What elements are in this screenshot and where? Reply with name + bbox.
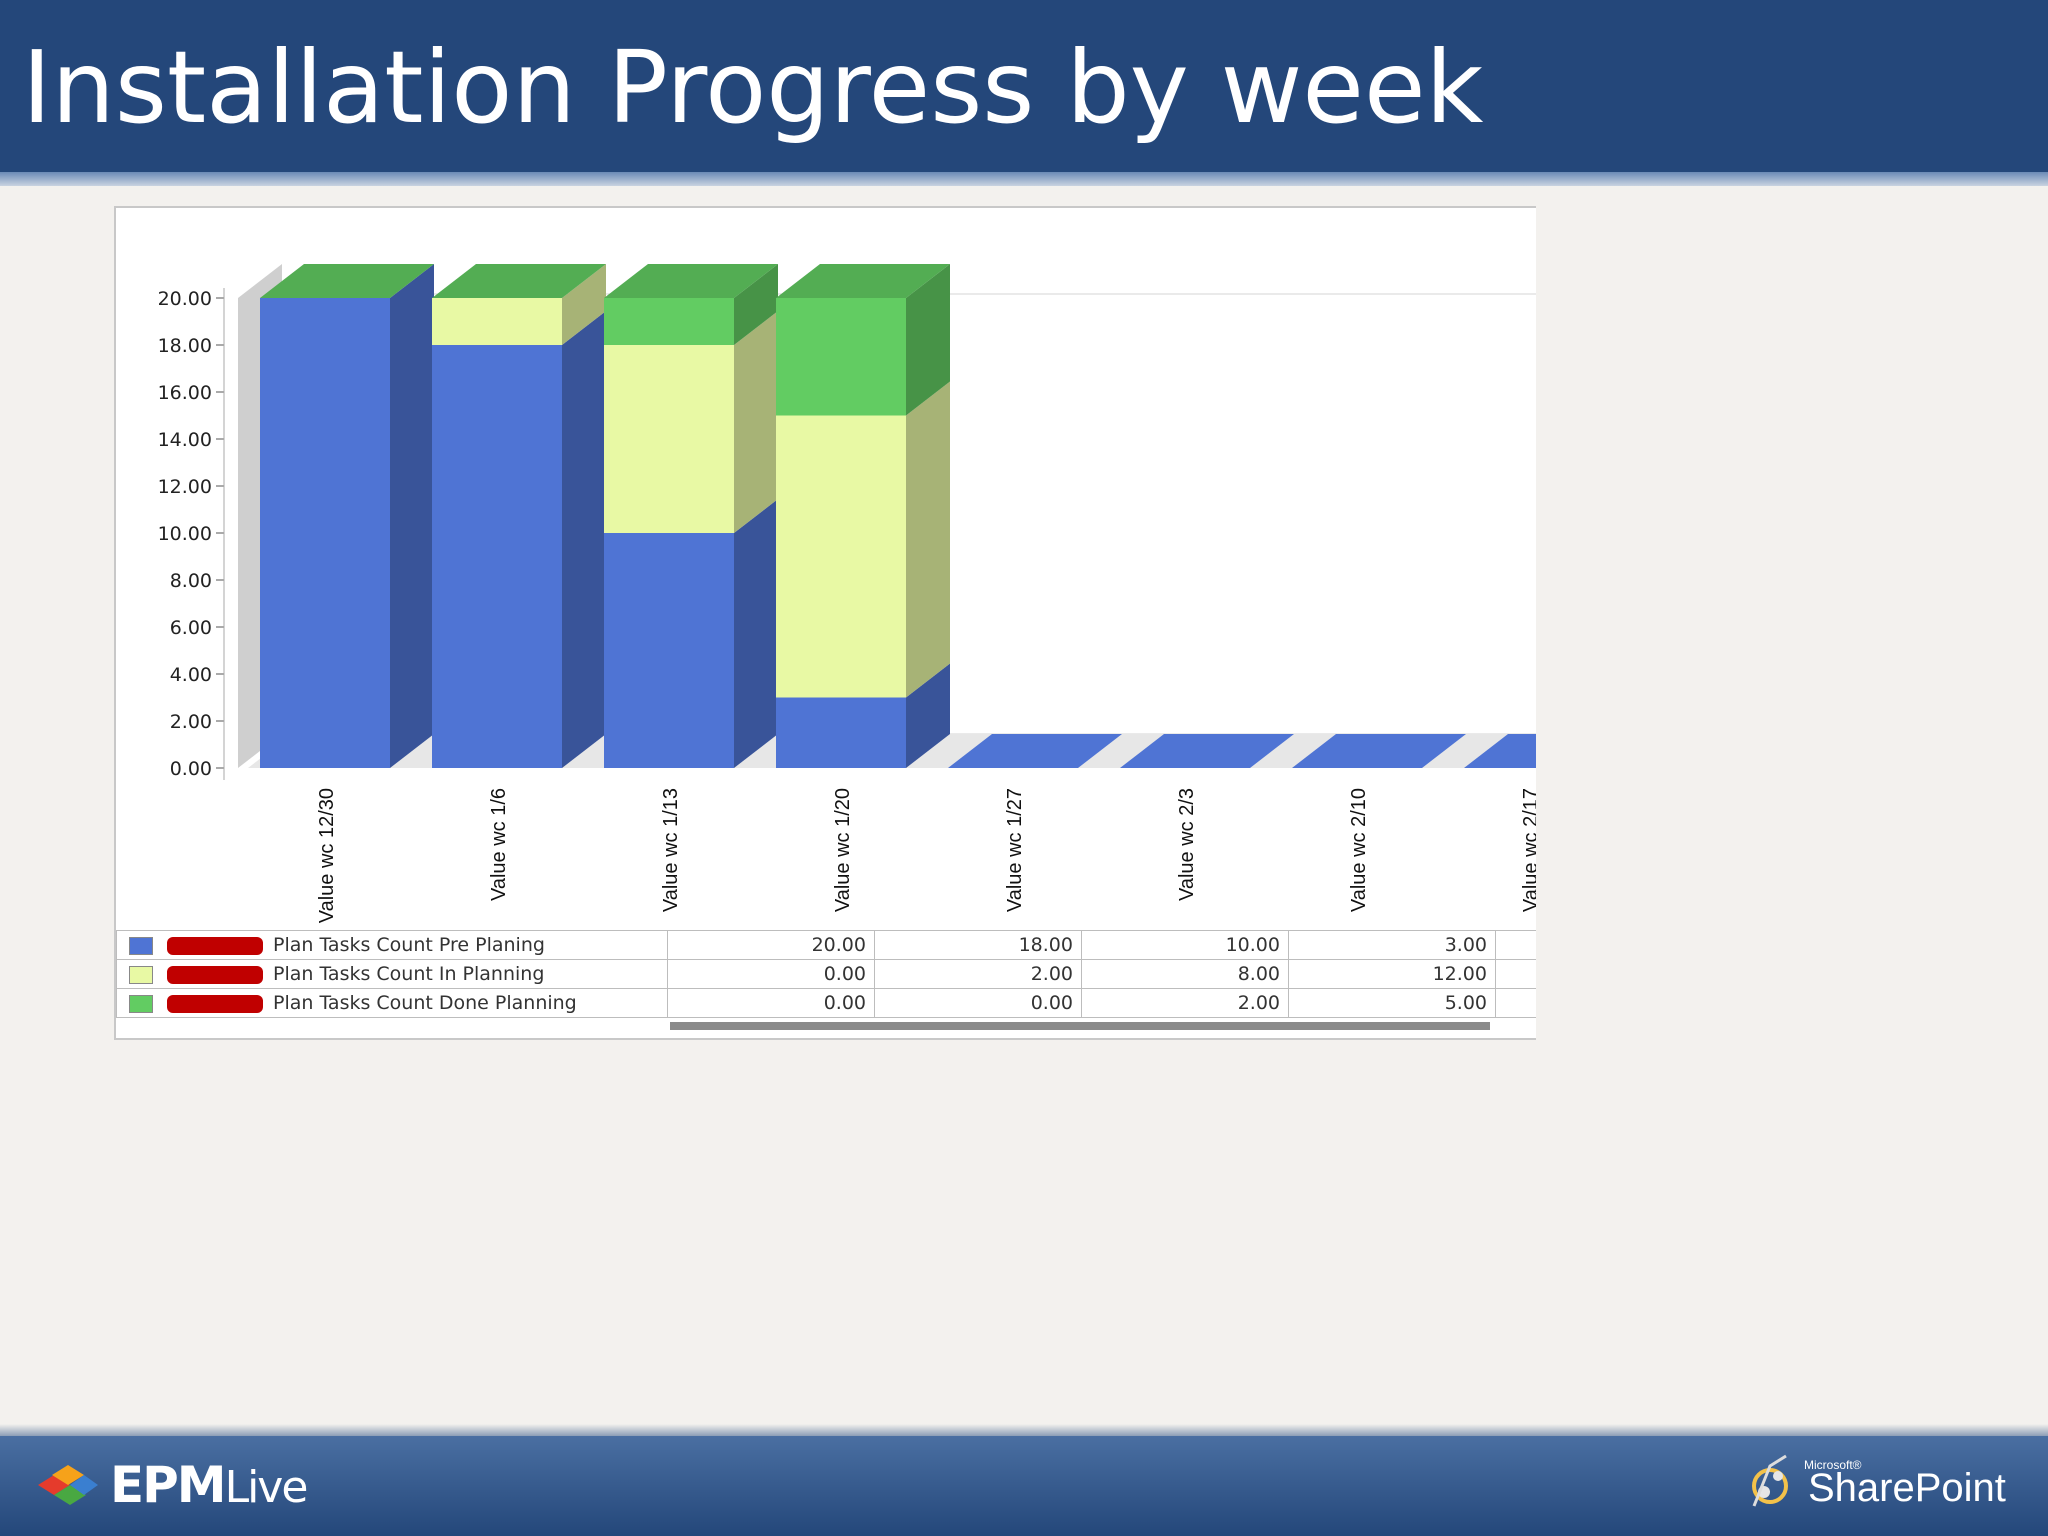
value-cell: 2.00 bbox=[874, 959, 1082, 989]
sharepoint-logo-icon bbox=[1752, 1454, 1788, 1507]
redaction-mark bbox=[167, 936, 263, 955]
y-tick-label: 18.00 bbox=[158, 335, 212, 357]
bar-segment bbox=[1120, 734, 1294, 768]
sharepoint-microsoft-text: Microsoft® bbox=[1804, 1458, 1862, 1472]
value-cell: 10.00 bbox=[1081, 930, 1289, 960]
x-tick-label: Value wc 1/20 bbox=[832, 788, 854, 912]
value-cell: 0.00 bbox=[667, 959, 875, 989]
epm-live-logo-icon bbox=[38, 1465, 98, 1505]
value-cell: 12.00 bbox=[1288, 959, 1496, 989]
title-stripe bbox=[0, 172, 2048, 186]
series-legend-cell: Plan Tasks Count Pre Planing bbox=[116, 930, 668, 960]
bar-top bbox=[260, 264, 434, 298]
bar-segment bbox=[432, 345, 562, 768]
x-tick-label: Value wc 1/6 bbox=[488, 788, 510, 901]
epm-brand-text: EPMLive bbox=[110, 1456, 308, 1514]
value-cell-empty bbox=[1495, 930, 1536, 960]
series-label: Plan Tasks Count Done Planning bbox=[273, 992, 577, 1014]
y-tick-label: 0.00 bbox=[170, 758, 212, 780]
y-tick-label: 14.00 bbox=[158, 429, 212, 451]
x-tick-label: Value wc 2/10 bbox=[1348, 788, 1370, 912]
data-table: Plan Tasks Count Pre Planing 20.00 18.00 10… bbox=[116, 930, 1536, 1018]
legend-swatch bbox=[129, 965, 153, 984]
value-cell: 0.00 bbox=[874, 988, 1082, 1018]
bar-segment bbox=[948, 734, 1122, 768]
bar-segment bbox=[432, 298, 562, 345]
redaction-mark bbox=[167, 965, 263, 984]
x-tick-label: Value wc 2/3 bbox=[1176, 788, 1198, 901]
y-tick-label: 4.00 bbox=[170, 664, 212, 686]
value-cell: 20.00 bbox=[667, 930, 875, 960]
value-cell: 5.00 bbox=[1288, 988, 1496, 1018]
x-tick-label: Value wc 2/17 bbox=[1520, 788, 1536, 912]
bar-segment-side bbox=[906, 264, 950, 416]
bar-segment bbox=[604, 298, 734, 345]
bar-segment-side bbox=[562, 311, 606, 768]
sharepoint-brand-text: SharePoint bbox=[1808, 1465, 2006, 1510]
series-legend-cell: Plan Tasks Count Done Planning bbox=[116, 988, 668, 1018]
title-bar: Installation Progress by week bbox=[0, 0, 2048, 172]
value-cell: 2.00 bbox=[1081, 988, 1289, 1018]
bar-top bbox=[776, 264, 950, 298]
value-cell: 3.00 bbox=[1288, 930, 1496, 960]
bar-segment bbox=[1292, 734, 1466, 768]
x-tick-label: Value wc 1/13 bbox=[660, 788, 682, 912]
x-tick-label: Value wc 12/30 bbox=[316, 788, 338, 923]
series-legend-cell: Plan Tasks Count In Planning bbox=[116, 959, 668, 989]
bar-segment-side bbox=[562, 264, 606, 345]
x-tick-label: Value wc 1/27 bbox=[1004, 788, 1026, 912]
value-cell: 8.00 bbox=[1081, 959, 1289, 989]
table-row: Plan Tasks Count Pre Planing 20.00 18.00 10… bbox=[116, 930, 1536, 960]
redaction-mark bbox=[167, 994, 263, 1013]
chart-frame: 0.00 2.00 4.00 6.00 8.00 10.00 12.00 14.00 16.00… bbox=[114, 206, 1536, 1040]
bar-segment bbox=[604, 345, 734, 533]
legend-swatch bbox=[129, 936, 153, 955]
legend-swatch bbox=[129, 994, 153, 1013]
bar-segment-side bbox=[734, 311, 778, 533]
bar-top bbox=[432, 264, 606, 298]
value-cell-empty bbox=[1495, 959, 1536, 989]
y-tick-label: 2.00 bbox=[170, 711, 212, 733]
bar-segment-side bbox=[734, 499, 778, 768]
bar-segment bbox=[604, 533, 734, 768]
y-tick-label: 12.00 bbox=[158, 476, 212, 498]
footer-bar bbox=[0, 1436, 2048, 1536]
bar-segment-side bbox=[906, 381, 950, 698]
value-cell: 0.00 bbox=[667, 988, 875, 1018]
series-label: Plan Tasks Count In Planning bbox=[273, 963, 545, 985]
bar-segment-side bbox=[734, 264, 778, 345]
y-tick-label: 16.00 bbox=[158, 382, 212, 404]
series-label: Plan Tasks Count Pre Planing bbox=[273, 934, 545, 956]
page-title: Installation Progress by week bbox=[22, 29, 1484, 146]
value-cell: 18.00 bbox=[874, 930, 1082, 960]
epm-live-logo: EPMLive bbox=[30, 1456, 308, 1514]
footer-shadow bbox=[0, 1424, 2048, 1436]
table-row: Plan Tasks Count Done Planning 0.00 0.00 2.… bbox=[116, 988, 1536, 1018]
table-row: Plan Tasks Count In Planning 0.00 2.00 8.00… bbox=[116, 959, 1536, 989]
y-tick-label: 10.00 bbox=[158, 523, 212, 545]
bar-segment bbox=[776, 415, 906, 698]
bar-top bbox=[604, 264, 778, 298]
chart-plot: 0.00 2.00 4.00 6.00 8.00 10.00 12.00 14.00 16.00… bbox=[158, 264, 1536, 923]
bar-segment bbox=[260, 298, 390, 768]
bar-segment bbox=[1464, 734, 1536, 768]
sharepoint-logo: Microsoft® SharePoint bbox=[1740, 1446, 2006, 1516]
bar-segment bbox=[776, 697, 906, 768]
value-cell-empty bbox=[1495, 988, 1536, 1018]
bar-segment-side bbox=[906, 663, 950, 768]
y-tick-label: 6.00 bbox=[170, 617, 212, 639]
y-tick-label: 20.00 bbox=[158, 288, 212, 310]
horizontal-scrollbar[interactable] bbox=[670, 1022, 1490, 1030]
y-tick-label: 8.00 bbox=[170, 570, 212, 592]
bar-segment bbox=[776, 298, 906, 416]
bar-segment-side bbox=[390, 264, 434, 768]
